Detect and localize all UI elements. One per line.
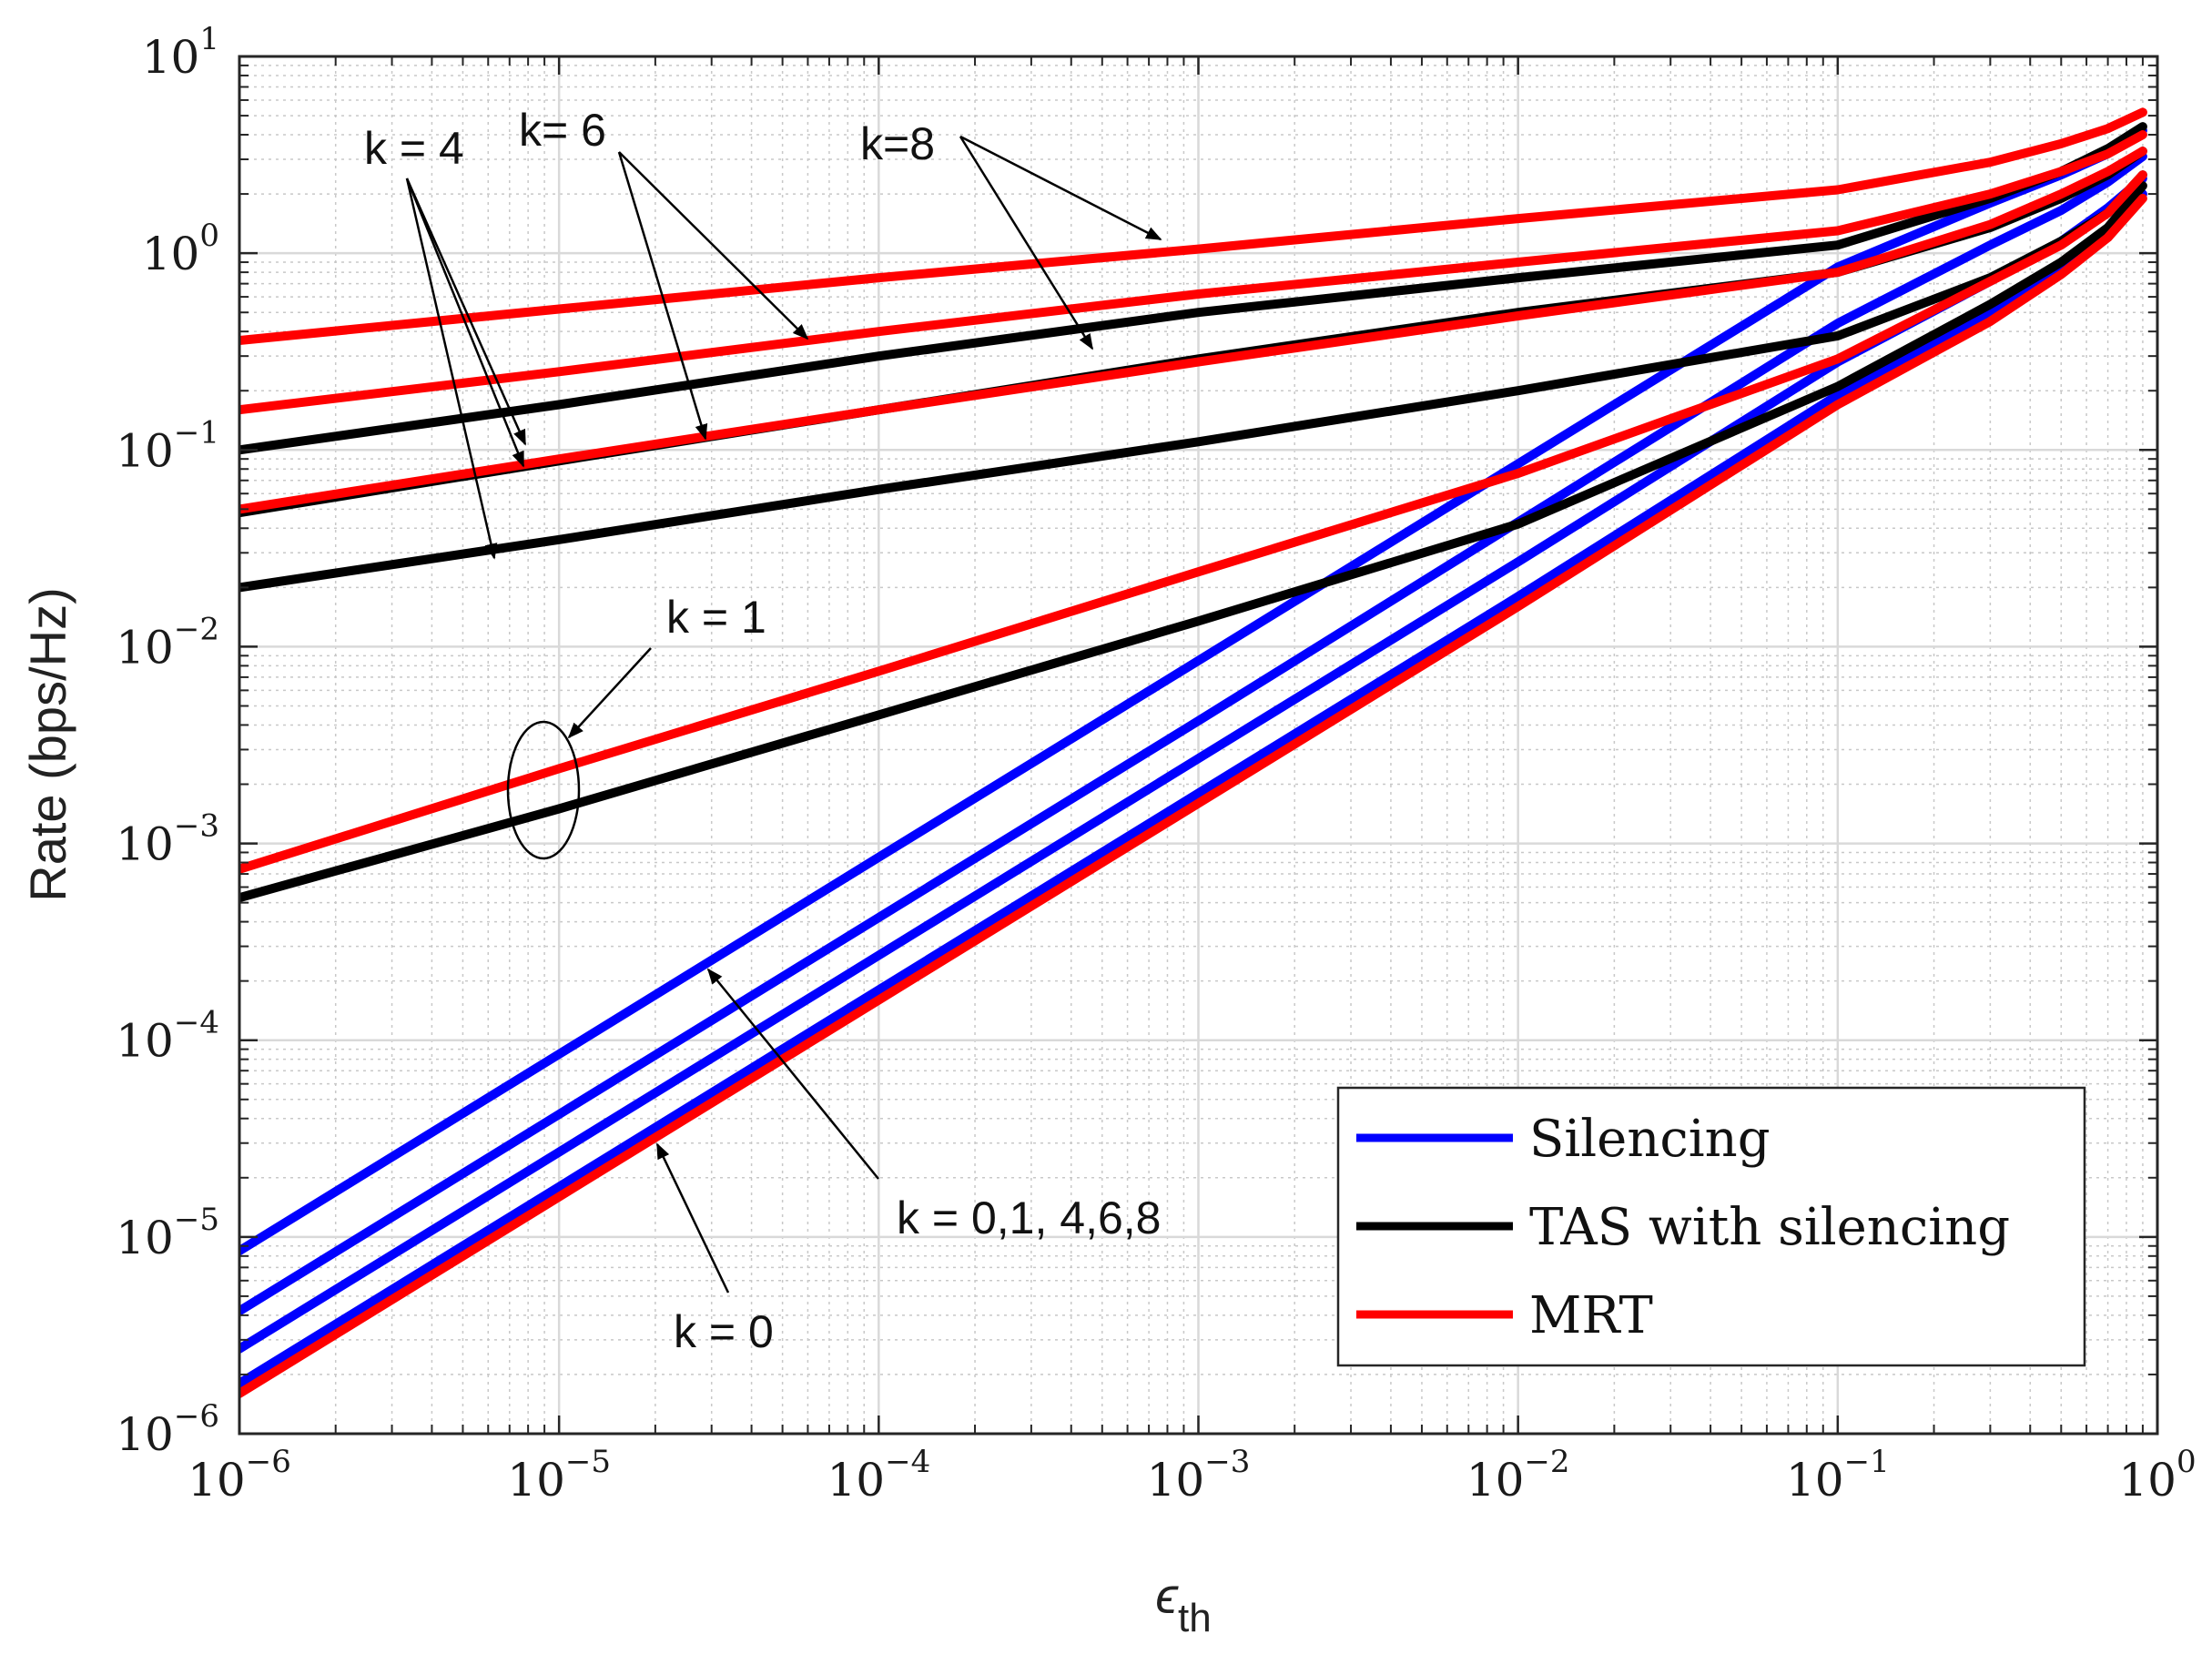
x-axis-label-main: ϵ [1155, 1567, 1179, 1624]
x-tick-label: 10−4 [827, 1444, 930, 1507]
arrow-k4-3 [405, 178, 498, 560]
arrow-k0 [655, 1142, 730, 1294]
y-tick-label: 10−5 [116, 1202, 219, 1264]
series-line [239, 170, 2147, 874]
y-tick-label: 10−4 [116, 1005, 219, 1068]
x-tick-label: 10−5 [507, 1444, 611, 1507]
ticks [238, 55, 2159, 1436]
legend-label-tas: TAS with silencing [1529, 1198, 2010, 1257]
annotation-k8: k=8 [860, 118, 935, 169]
annotation-kall: k = 0,1, 4,6,8 [897, 1192, 1161, 1243]
annotations: k = 4 k= 6 k=8 k = 1 k = 0,1, 4,6,8 k = … [364, 105, 1162, 1357]
series-line [239, 193, 2147, 1398]
arrow-k4-1 [405, 178, 527, 446]
arrow-kall [706, 968, 879, 1180]
legend-label-silencing: Silencing [1529, 1110, 1771, 1169]
series-line [239, 130, 2147, 415]
x-tick-label: 100 [2118, 1444, 2196, 1507]
k1-ellipse [506, 720, 581, 860]
arrow-k8-2 [959, 136, 1094, 350]
annotation-arrows [405, 135, 1162, 1294]
x-tick-label: 10−2 [1466, 1444, 1570, 1507]
y-tick-label: 100 [142, 218, 219, 280]
series-layer [239, 107, 2147, 1398]
arrow-k4-2 [405, 178, 525, 468]
arrow-k6-1 [618, 151, 809, 340]
x-axis-label-sub: th [1178, 1596, 1212, 1640]
tick-labels: 10−6 10−5 10−4 10−3 10−2 10−1 100 10−6 10−5 10−4 1… [116, 21, 2196, 1507]
x-tick-label: 10−3 [1147, 1444, 1251, 1507]
arrow-k1 [567, 647, 652, 739]
annotation-k4: k = 4 [364, 123, 464, 174]
y-tick-label: 10−2 [116, 611, 219, 674]
series-line [239, 181, 2147, 903]
y-tick-label: 10−3 [116, 808, 219, 871]
annotation-k1: k = 1 [666, 592, 766, 643]
y-tick-label: 101 [142, 21, 219, 84]
y-axis-label: Rate (bps/Hz) [19, 587, 76, 901]
arrow-k8-1 [959, 135, 1162, 241]
legend: Silencing TAS with silencing MRT [1336, 1086, 2086, 1367]
y-tick-label: 10−1 [116, 414, 219, 477]
series-line [239, 107, 2147, 345]
x-axis-label: ϵth [1155, 1567, 1211, 1640]
y-tick-label: 10−6 [116, 1398, 219, 1461]
arrow-k6-2 [617, 151, 708, 441]
series-line [239, 147, 2147, 514]
x-tick-label: 10−1 [1786, 1444, 1890, 1507]
x-tick-label: 10−6 [188, 1444, 291, 1507]
annotation-k0: k = 0 [674, 1306, 774, 1357]
legend-label-mrt: MRT [1529, 1286, 1653, 1345]
annotation-k6: k= 6 [519, 105, 606, 156]
series-line [239, 151, 2147, 1316]
